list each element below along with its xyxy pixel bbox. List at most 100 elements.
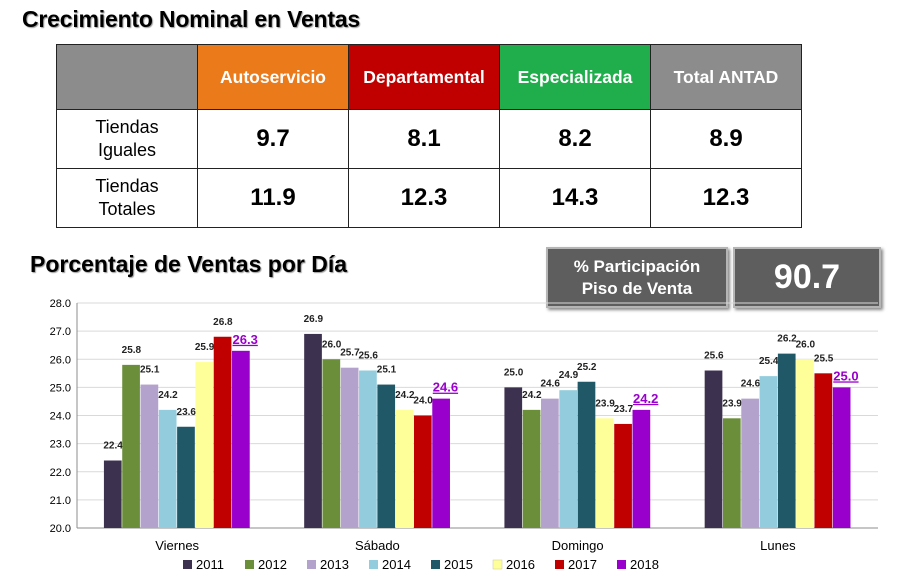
data-label: 25.6 — [704, 351, 724, 362]
legend-label-2017: 2017 — [568, 557, 597, 572]
data-label: 23.9 — [595, 398, 615, 409]
y-tick-label: 26.0 — [50, 354, 71, 366]
x-category-label: Viernes — [155, 538, 199, 553]
bar-2014 — [359, 370, 377, 528]
table-cell: 12.3 — [650, 168, 802, 228]
row-label-line: Iguales — [97, 140, 157, 160]
bar-2013 — [140, 384, 159, 528]
y-tick-label: 22.0 — [50, 467, 71, 479]
bar-2014 — [158, 409, 177, 528]
x-category-label: Sábado — [355, 538, 400, 553]
data-label: 24.6 — [433, 380, 458, 395]
legend-label-2014: 2014 — [382, 557, 411, 572]
data-label: 25.1 — [377, 365, 397, 376]
legend-label-2015: 2015 — [444, 557, 473, 572]
data-label: 23.9 — [722, 398, 742, 409]
legend-swatch-2015 — [431, 560, 440, 569]
bar-2012 — [122, 364, 140, 528]
y-tick-label: 25.0 — [50, 382, 71, 394]
data-label: 26.8 — [213, 317, 233, 328]
bar-2013 — [340, 367, 359, 528]
data-label: 26.0 — [796, 339, 816, 350]
data-label: 23.7 — [614, 404, 634, 415]
data-label: 24.2 — [158, 390, 178, 401]
bar-2018 — [632, 409, 651, 528]
bar-2015 — [777, 353, 796, 528]
table-cell: 8.2 — [499, 109, 651, 169]
bar-2015 — [577, 381, 596, 528]
data-label: 26.0 — [322, 339, 342, 350]
y-tick-label: 23.0 — [50, 439, 71, 451]
data-label: 25.6 — [358, 351, 378, 362]
data-label: 25.0 — [504, 367, 524, 378]
y-tick-label: 28.0 — [50, 298, 71, 310]
y-tick-label: 24.0 — [50, 411, 71, 423]
bar-2018 — [432, 398, 450, 528]
table-cell: 11.9 — [197, 168, 349, 228]
legend-swatch-2016 — [492, 559, 503, 570]
column-header-especializada: Especializada — [499, 44, 651, 110]
data-label: 25.5 — [814, 353, 834, 364]
bar-2015 — [177, 426, 195, 528]
bar-2016 — [595, 418, 614, 528]
legend-swatch-2013 — [307, 560, 316, 569]
data-label: 24.9 — [559, 370, 579, 381]
data-label: 25.9 — [195, 342, 215, 353]
participation-badge-value: 90.7 — [733, 247, 881, 308]
bar-2017 — [614, 423, 632, 528]
bar-2016 — [796, 359, 814, 528]
table-row: Tiendas Totales 11.9 12.3 14.3 12.3 — [56, 168, 802, 228]
page-title: Crecimiento Nominal en Ventas — [22, 6, 361, 32]
y-tick-label: 20.0 — [50, 523, 71, 535]
data-label: 25.7 — [340, 348, 360, 359]
legend-label-2013: 2013 — [320, 557, 349, 572]
bar-2016 — [395, 409, 414, 528]
data-label: 22.4 — [103, 441, 123, 452]
data-label: 23.6 — [177, 407, 197, 418]
chart-section-title: Porcentaje de Ventas por Día — [30, 251, 348, 277]
table-cell: 9.7 — [197, 109, 349, 169]
bar-2016 — [195, 362, 214, 528]
y-tick-label: 27.0 — [50, 326, 71, 338]
legend-swatch-2012 — [245, 560, 254, 569]
bar-2018 — [832, 387, 851, 528]
bar-2018 — [232, 350, 250, 528]
bar-2017 — [413, 415, 432, 528]
badge-label-line: % Participación — [573, 256, 701, 276]
bar-2014 — [759, 376, 778, 528]
data-label: 25.4 — [759, 356, 779, 367]
bar-2011 — [304, 333, 322, 528]
sales-growth-table: Autoservicio Departamental Especializada… — [56, 44, 802, 228]
legend-swatch-2018 — [617, 560, 626, 569]
column-header-total-antad: Total ANTAD — [650, 44, 802, 110]
bar-2011 — [704, 370, 723, 528]
bar-2013 — [541, 398, 559, 528]
row-label-line: Tiendas — [95, 117, 159, 137]
data-label: 24.6 — [741, 379, 761, 390]
participation-badge-label: % Participación Piso de Venta — [546, 247, 728, 308]
data-label: 26.9 — [304, 314, 324, 325]
data-label: 24.6 — [540, 379, 560, 390]
row-label-line: Tiendas — [95, 176, 159, 196]
data-label: 25.0 — [833, 368, 858, 383]
x-category-label: Lunes — [760, 538, 796, 553]
table-cell: 14.3 — [499, 168, 651, 228]
legend-swatch-2017 — [555, 560, 564, 569]
legend-swatch-2014 — [369, 560, 378, 569]
bar-2014 — [559, 390, 578, 528]
data-label: 25.8 — [122, 345, 142, 356]
bar-2017 — [814, 373, 833, 528]
table-cell: 8.1 — [348, 109, 500, 169]
data-label: 26.3 — [233, 332, 258, 347]
table-row: Tiendas Iguales 9.7 8.1 8.2 8.9 — [56, 109, 802, 169]
table-cell: 12.3 — [348, 168, 500, 228]
table-corner-cell — [56, 44, 198, 110]
data-label: 24.2 — [395, 390, 415, 401]
bar-2012 — [522, 409, 541, 528]
legend-label-2016: 2016 — [506, 557, 535, 572]
data-label: 26.2 — [777, 334, 797, 345]
badge-label-line: Piso de Venta — [581, 278, 693, 298]
row-label-line: Totales — [98, 199, 156, 219]
legend-label-2011: 2011 — [196, 557, 224, 572]
